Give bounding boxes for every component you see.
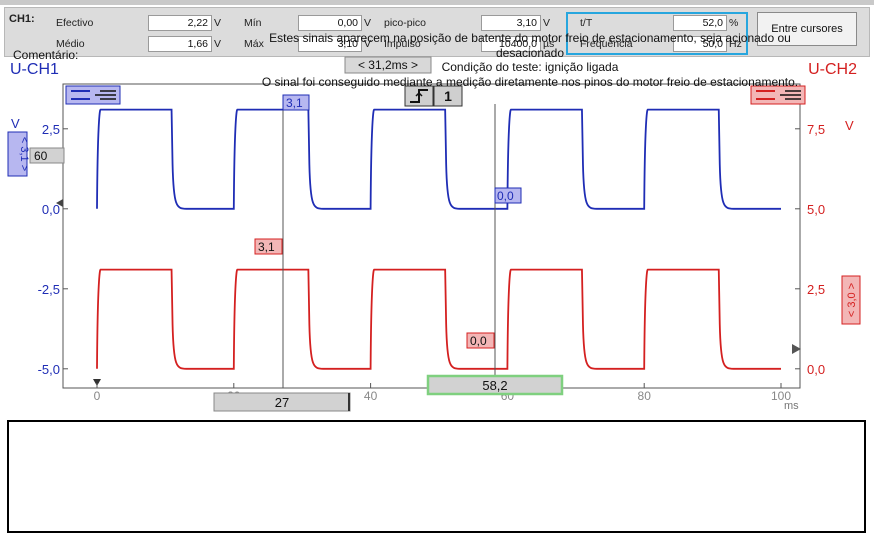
frequencia-label: Frequência xyxy=(580,38,633,50)
medio-value: 1,66 xyxy=(148,36,212,52)
right-tick-label-3: 0,0 xyxy=(807,362,825,377)
trigger-icon[interactable] xyxy=(404,85,434,107)
x-tick-label-4: 80 xyxy=(638,389,652,403)
max-label: Máx xyxy=(244,38,264,50)
duty-unit: % xyxy=(729,17,739,29)
comment-line-1: Estes sinais aparecem na posição de bate… xyxy=(269,31,791,45)
max-unit: V xyxy=(364,38,372,50)
ch1-high-cursor-tag xyxy=(282,94,310,111)
pico-unit: V xyxy=(543,17,551,29)
ch1-level-marker-label: 60 xyxy=(34,149,48,163)
trigger-channel-label: 1 xyxy=(444,88,452,104)
comment-box xyxy=(7,420,866,533)
ch2-low-cursor-tag xyxy=(466,332,495,349)
ch1-high-cursor-value: 3,1 xyxy=(286,96,303,110)
time-window-label: < 31,2ms > xyxy=(358,58,418,72)
channel-label: CH1: xyxy=(9,13,35,25)
medio-unit: V xyxy=(214,38,222,50)
right-tick-label-1: 5,0 xyxy=(807,202,825,217)
ch2-high-cursor-value: 3,1 xyxy=(258,240,275,254)
ch1-scale-label: < 3,1 > xyxy=(18,137,30,171)
efectivo-label: Efectivo xyxy=(56,17,94,29)
max-value: 3,10 xyxy=(298,36,362,52)
ch1-low-cursor-tag xyxy=(494,187,522,204)
top-strip xyxy=(0,0,874,5)
x-tick-label-0: 0 xyxy=(94,389,101,403)
left-tick-label-0: 2,5 xyxy=(42,122,60,137)
ch2-low-cursor-value: 0,0 xyxy=(470,334,487,348)
right-tick-label-2: 2,5 xyxy=(807,282,825,297)
right-tick-label-0: 7,5 xyxy=(807,122,825,137)
x-unit-label: ms xyxy=(784,400,799,412)
min-value: 0,00 xyxy=(298,15,362,31)
left-tick-label-2: -2,5 xyxy=(38,282,60,297)
ch2-label: U-CH2 xyxy=(808,61,857,78)
x-tick-label-5: 100 xyxy=(771,389,791,403)
ch1-low-cursor-value: 0,0 xyxy=(497,189,514,203)
ch2-scale-icon[interactable] xyxy=(750,85,806,105)
duty-label: t/T xyxy=(580,17,593,29)
ch1-scale-icon[interactable] xyxy=(65,85,121,105)
highlight-frame xyxy=(566,12,748,55)
impulso-label: Impulso xyxy=(384,38,421,50)
frequencia-value: 50,0 xyxy=(673,36,727,52)
ch2-high-cursor-tag xyxy=(254,238,283,255)
ch2-ground-marker[interactable] xyxy=(792,344,801,354)
comment-line-2: desacionado xyxy=(495,45,565,60)
cursor-2-time-value: 58,2 xyxy=(482,378,507,393)
ch1-level-marker[interactable] xyxy=(29,147,65,164)
ch1-label: U-CH1 xyxy=(10,61,59,78)
min-unit: V xyxy=(364,17,372,29)
duty-value: 52,0 xyxy=(673,15,727,31)
pico-label: pico-pico xyxy=(384,17,427,29)
ch2-scale-box[interactable] xyxy=(841,275,861,325)
comment-line-3: Condição do teste: ignição ligada xyxy=(441,60,619,74)
trace-ch1 xyxy=(96,108,781,210)
oscilloscope-panel: CH1: Efectivo 2,22 V Médio 1,66 V Mín 0,… xyxy=(0,0,874,413)
ch2-unit-label: V xyxy=(845,118,854,133)
cursor-1-time-value: 27 xyxy=(275,395,289,410)
ch2-scale-label: < 3,0 > xyxy=(846,283,858,317)
trigger-channel-box[interactable] xyxy=(433,85,463,107)
x-tick-label-2: 40 xyxy=(364,389,378,403)
left-tick-label-3: -5,0 xyxy=(38,362,60,377)
comment-line-4: O sinal foi conseguido mediante a mediçã… xyxy=(261,74,799,89)
waveform-plot: U-CH1 U-CH2 < 31,2ms > xyxy=(7,56,861,412)
trigger-position-marker[interactable] xyxy=(93,379,101,386)
min-label: Mín xyxy=(244,17,262,29)
comment-label: Comentário: xyxy=(13,48,79,62)
medio-label: Médio xyxy=(56,38,85,50)
efectivo-value: 2,22 xyxy=(148,15,212,31)
cursor-2-time-box[interactable] xyxy=(426,374,564,396)
trace-ch2 xyxy=(96,268,781,370)
plot-frame xyxy=(62,83,801,389)
impulso-value: 10400,0 xyxy=(481,36,541,52)
between-cursors-button[interactable]: Entre cursores xyxy=(757,12,857,46)
ch1-scale-box[interactable] xyxy=(7,131,28,177)
ch1-unit-label: V xyxy=(11,116,20,131)
efectivo-unit: V xyxy=(214,17,222,29)
pico-value: 3,10 xyxy=(481,15,541,31)
time-window-box[interactable] xyxy=(344,56,432,74)
comment-text: Estes sinais aparecem na posição de bate… xyxy=(205,31,855,89)
impulso-unit: µs xyxy=(543,38,555,50)
frequencia-unit: Hz xyxy=(729,38,742,50)
left-tick-label-1: 0,0 xyxy=(42,202,60,217)
ch1-ground-marker[interactable] xyxy=(56,199,63,207)
